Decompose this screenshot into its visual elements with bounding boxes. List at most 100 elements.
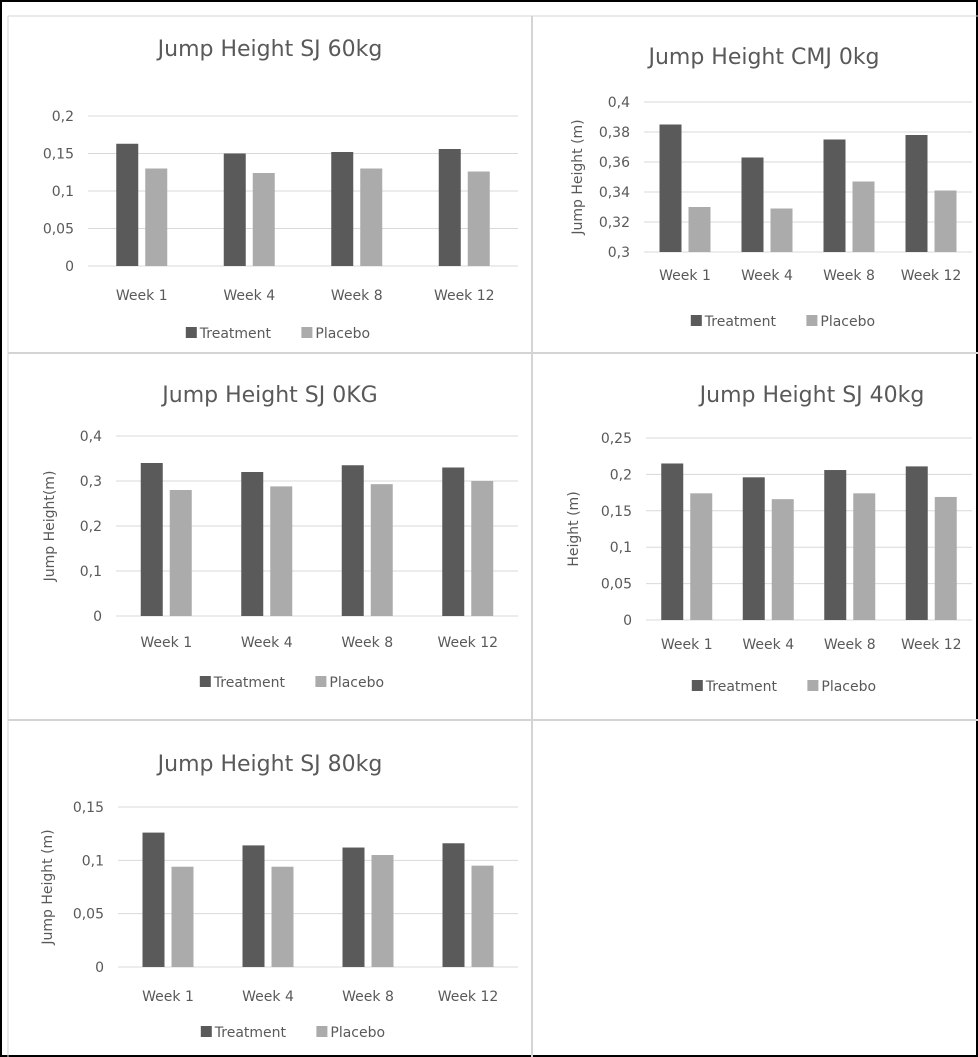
legend-label: Placebo (330, 1025, 385, 1041)
bar-placebo-week-1 (169, 490, 192, 616)
legend-label: Placebo (820, 314, 875, 330)
y-tick-label: 0,36 (599, 155, 630, 171)
bar-placebo-week-8 (371, 855, 394, 967)
bar-treatment-week-1 (142, 832, 165, 967)
y-tick-label: 0,05 (601, 577, 632, 593)
y-tick-label: 0 (93, 609, 102, 625)
legend-label: Treatment (705, 679, 778, 695)
y-tick-label: 0,15 (43, 147, 74, 163)
bar-treatment-week-4 (242, 845, 265, 967)
y-tick-label: 0,32 (599, 215, 630, 231)
y-tick-label: 0,1 (80, 564, 102, 580)
chart-sj-0kg: Jump Height SJ 0KG Jump Height(m) 0 0,1 0,… (8, 354, 532, 720)
legend-swatch-placebo (807, 680, 819, 691)
bar-treatment-week-12 (438, 149, 461, 266)
bar-treatment-week-12 (905, 135, 928, 252)
y-tick-label: 0,05 (43, 222, 74, 238)
bar-treatment-week-1 (140, 463, 163, 616)
y-axis-label: Jump Height (m) (40, 829, 56, 945)
y-tick-label: 0,4 (608, 95, 630, 111)
chart-sj-40kg: Jump Height SJ 40kg Height (m) 0 0,05 0,1 0… (534, 354, 978, 720)
bar-treatment-week-4 (742, 477, 765, 620)
bar-placebo-week-8 (853, 493, 876, 620)
y-tick-label: 0,3 (80, 474, 102, 490)
x-tick-label: Week 8 (331, 288, 383, 304)
x-tick-label: Week 12 (437, 635, 498, 651)
chart-title: Jump Height SJ 0KG (160, 383, 377, 408)
y-tick-label: 0,1 (82, 853, 104, 869)
chart-title: Jump Height CMJ 0kg (646, 45, 879, 70)
bar-treatment-week-4 (223, 153, 246, 266)
legend-label: Treatment (199, 326, 272, 342)
chart-title: Jump Height SJ 60kg (156, 37, 383, 62)
y-axis-label: Jump Height (m) (570, 119, 586, 235)
x-tick-label: Week 12 (434, 288, 495, 304)
x-tick-label: Week 12 (901, 268, 962, 284)
x-tick-label: Week 4 (242, 989, 294, 1005)
chart-sj-80kg: Jump Height SJ 80kg Jump Height (m) 0 0,0… (8, 721, 532, 1057)
y-tick-label: 0,34 (599, 185, 630, 201)
legend-label: Treatment (214, 1025, 287, 1041)
bar-treatment-week-12 (442, 843, 465, 967)
chart-title: Jump Height SJ 80kg (156, 752, 383, 777)
bar-placebo-week-12 (471, 865, 494, 967)
bar-treatment-week-8 (824, 470, 847, 620)
bar-treatment-week-1 (659, 124, 682, 252)
x-tick-label: Week 8 (823, 268, 875, 284)
chart-cmj-0kg: Jump Height CMJ 0kg Jump Height (m) 0,3 0… (534, 16, 978, 352)
y-tick-label: 0,15 (601, 504, 632, 520)
chart-sj-60kg: Jump Height SJ 60kg 0 0,05 0,1 0,15 0,2 Week … (8, 16, 532, 352)
bar-treatment-week-4 (241, 472, 264, 616)
x-tick-label: Week 8 (342, 989, 394, 1005)
y-tick-label: 0 (623, 613, 632, 629)
x-tick-label: Week 4 (742, 637, 794, 653)
x-tick-label: Week 4 (741, 268, 793, 284)
bar-treatment-week-1 (116, 143, 139, 266)
legend-swatch-placebo (301, 327, 313, 338)
bar-placebo-week-4 (770, 208, 793, 252)
legend-label: Treatment (704, 314, 777, 330)
bar-placebo-week-4 (270, 486, 293, 616)
chart-title: Jump Height SJ 40kg (698, 383, 925, 408)
x-tick-label: Week 1 (142, 989, 194, 1005)
x-tick-label: Week 8 (341, 635, 393, 651)
bar-placebo-week-4 (271, 866, 294, 967)
bar-treatment-week-8 (342, 847, 365, 967)
bar-treatment-week-8 (823, 139, 846, 252)
bar-placebo-week-12 (471, 481, 494, 616)
y-tick-label: 0,3 (608, 245, 630, 261)
x-tick-label: Week 12 (438, 989, 499, 1005)
bar-placebo-week-1 (688, 207, 711, 252)
y-tick-label: 0,1 (610, 540, 632, 556)
legend-swatch-treatment (691, 680, 703, 691)
legend-swatch-treatment (200, 1026, 212, 1037)
bar-placebo-week-12 (467, 171, 490, 266)
x-tick-label: Week 4 (223, 288, 275, 304)
bar-treatment-week-12 (905, 466, 928, 620)
x-tick-label: Week 1 (140, 635, 192, 651)
x-tick-label: Week 1 (661, 637, 713, 653)
y-tick-label: 0,2 (610, 467, 632, 483)
legend-swatch-placebo (315, 676, 327, 687)
y-tick-label: 0,2 (80, 519, 102, 535)
bar-placebo-week-1 (171, 866, 194, 967)
bar-placebo-week-8 (370, 484, 393, 616)
bar-placebo-week-8 (360, 168, 383, 266)
bar-treatment-week-8 (331, 152, 354, 266)
x-tick-label: Week 1 (116, 288, 168, 304)
y-axis-label: Height (m) (566, 491, 582, 566)
legend-label: Placebo (821, 679, 876, 695)
y-tick-label: 0 (95, 960, 104, 976)
bar-placebo-week-1 (145, 168, 168, 266)
y-tick-label: 0,15 (73, 800, 104, 816)
bar-treatment-week-12 (442, 467, 465, 616)
y-tick-label: 0,2 (52, 109, 74, 125)
x-tick-label: Week 12 (901, 637, 962, 653)
legend-swatch-treatment (199, 676, 211, 687)
y-tick-label: 0,1 (52, 184, 74, 200)
y-axis-label: Jump Height(m) (42, 471, 58, 583)
y-tick-label: 0,25 (601, 431, 632, 447)
bar-placebo-week-8 (852, 181, 875, 252)
bar-placebo-week-1 (690, 493, 713, 620)
